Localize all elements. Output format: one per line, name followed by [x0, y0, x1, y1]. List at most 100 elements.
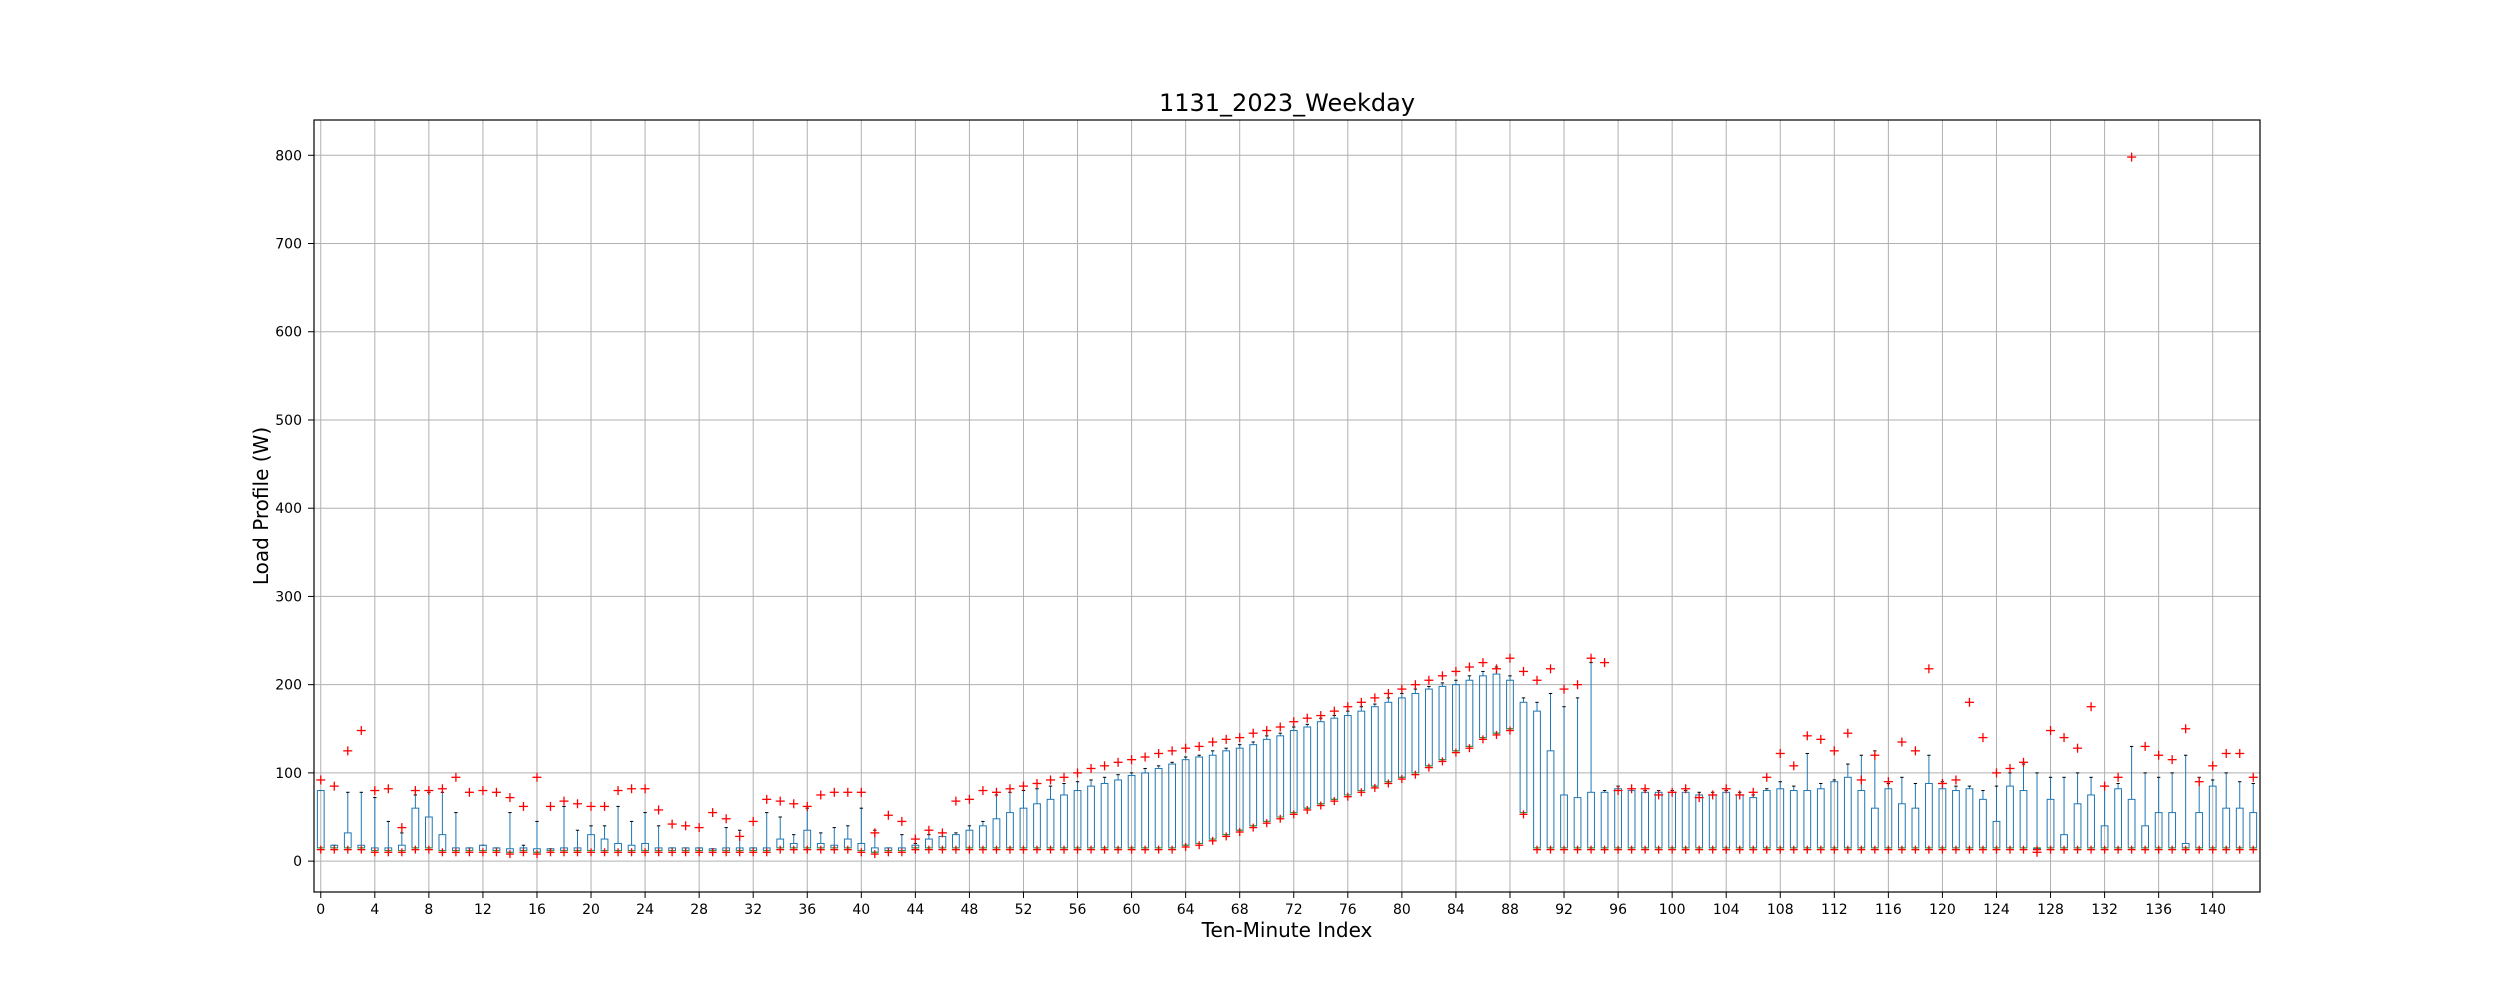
x-tick-label: 128: [2037, 902, 2064, 918]
box-item: [1573, 680, 1583, 854]
box-item: [1032, 778, 1042, 854]
box-item: [2032, 772, 2042, 857]
x-tick-label: 132: [2091, 902, 2118, 918]
box-item: [356, 726, 366, 854]
box-item: [370, 786, 380, 857]
x-tick-label: 32: [744, 902, 762, 918]
box-item: [1100, 761, 1110, 854]
box-item: [802, 801, 812, 854]
box-item: [1262, 726, 1272, 828]
box-item: [1248, 728, 1258, 832]
box-item: [1816, 734, 1826, 854]
box-item: [937, 828, 947, 854]
box-item: [1397, 684, 1407, 784]
x-tick-label: 44: [906, 902, 924, 918]
box-item: [829, 787, 839, 854]
box-item: [1951, 775, 1961, 854]
box-item: [2113, 772, 2123, 854]
box-item: [1910, 746, 1920, 854]
box-item: [532, 772, 542, 859]
box-item: [451, 772, 461, 857]
box-item: [1640, 784, 1650, 854]
box-item: [951, 796, 961, 854]
box-item: [1559, 684, 1569, 854]
box-item: [667, 819, 677, 857]
box-item: [329, 781, 339, 854]
box-item: [1086, 763, 1096, 854]
box-item: [1073, 768, 1083, 854]
box-item: [1978, 733, 1988, 854]
box-item: [1491, 664, 1501, 739]
box-item: [897, 816, 907, 857]
x-tick-label: 56: [1069, 902, 1087, 918]
box-item: [559, 796, 569, 857]
box-item: [1681, 784, 1691, 854]
box-item: [1113, 757, 1123, 854]
x-tick-label: 108: [1767, 902, 1794, 918]
box-item: [573, 799, 583, 857]
plot-background: [314, 120, 2260, 892]
box-item: [1235, 733, 1245, 837]
box-item: [2140, 741, 2150, 854]
x-axis-label: Ten-Minute Index: [1201, 918, 1373, 942]
box-item: [1924, 664, 1934, 854]
y-tick-label: 800: [275, 148, 302, 164]
box-item: [2235, 748, 2245, 854]
box-item: [2059, 733, 2069, 854]
plot-frame: [313, 119, 2261, 893]
box-item: [978, 786, 988, 854]
box-item: [775, 796, 785, 854]
box-item: [681, 821, 691, 857]
box-item: [1437, 671, 1447, 766]
box-item: [437, 784, 447, 857]
x-tick-label: 4: [370, 902, 379, 918]
x-tick-label: 100: [1659, 902, 1686, 918]
box-item: [545, 801, 555, 857]
box-item: [2181, 724, 2191, 854]
box-item: [694, 823, 704, 857]
x-tick-label: 112: [1821, 902, 1848, 918]
box-item: [856, 787, 866, 857]
box-item: [1897, 737, 1907, 854]
box-item: [1775, 748, 1785, 854]
y-tick-label: 600: [275, 325, 302, 341]
box-item: [843, 787, 853, 854]
box-item: [627, 784, 637, 857]
x-tick-label: 48: [961, 902, 979, 918]
x-tick-label: 52: [1015, 902, 1033, 918]
y-tick-label: 0: [293, 854, 302, 870]
y-axis-ticks: 0 100 200 300 400 500 600 700 800: [275, 148, 314, 870]
box-item: [2154, 750, 2164, 854]
box-item: [1018, 781, 1028, 854]
x-tick-label: 0: [316, 902, 325, 918]
box-item: [1870, 750, 1880, 854]
box-item: [1708, 790, 1718, 854]
box-item: [1154, 748, 1164, 854]
box-item: [2194, 776, 2204, 854]
box-item: [1802, 731, 1812, 854]
box-item: [1937, 778, 1947, 854]
x-tick-label: 36: [798, 902, 816, 918]
box-item: [464, 787, 474, 857]
box-item: [991, 787, 1001, 854]
box-item: [1586, 653, 1596, 854]
box-item: [1532, 675, 1542, 854]
box-item: [1600, 658, 1610, 854]
box-item: [1627, 784, 1637, 854]
box-item: [1127, 755, 1137, 854]
box-item: [910, 834, 920, 854]
x-tick-label: 116: [1875, 902, 1902, 918]
y-tick-label: 700: [275, 237, 302, 253]
y-tick-label: 400: [275, 501, 302, 517]
box-item: [613, 786, 623, 857]
box-item: [1762, 772, 1772, 854]
box-item: [1518, 666, 1528, 819]
grid-lines: [314, 120, 2260, 892]
box-item: [1505, 653, 1515, 735]
x-tick-label: 16: [528, 902, 546, 918]
box-item: [1451, 666, 1461, 757]
box-item: [478, 786, 488, 857]
box-item: [491, 787, 501, 857]
x-tick-label: 140: [2199, 902, 2226, 918]
x-tick-label: 92: [1555, 902, 1573, 918]
